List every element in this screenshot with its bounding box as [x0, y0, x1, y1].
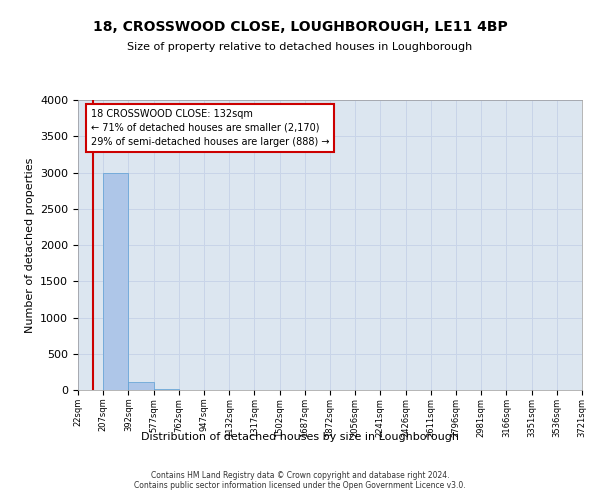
Text: 18, CROSSWOOD CLOSE, LOUGHBOROUGH, LE11 4BP: 18, CROSSWOOD CLOSE, LOUGHBOROUGH, LE11 …	[92, 20, 508, 34]
Bar	[128, 382, 154, 390]
Text: Contains HM Land Registry data © Crown copyright and database right 2024.
Contai: Contains HM Land Registry data © Crown c…	[134, 470, 466, 490]
Text: Distribution of detached houses by size in Loughborough: Distribution of detached houses by size …	[141, 432, 459, 442]
Bar	[103, 172, 128, 390]
Text: Size of property relative to detached houses in Loughborough: Size of property relative to detached ho…	[127, 42, 473, 52]
Bar	[154, 389, 179, 390]
Text: 18 CROSSWOOD CLOSE: 132sqm
← 71% of detached houses are smaller (2,170)
29% of s: 18 CROSSWOOD CLOSE: 132sqm ← 71% of deta…	[91, 108, 329, 146]
Y-axis label: Number of detached properties: Number of detached properties	[25, 158, 35, 332]
